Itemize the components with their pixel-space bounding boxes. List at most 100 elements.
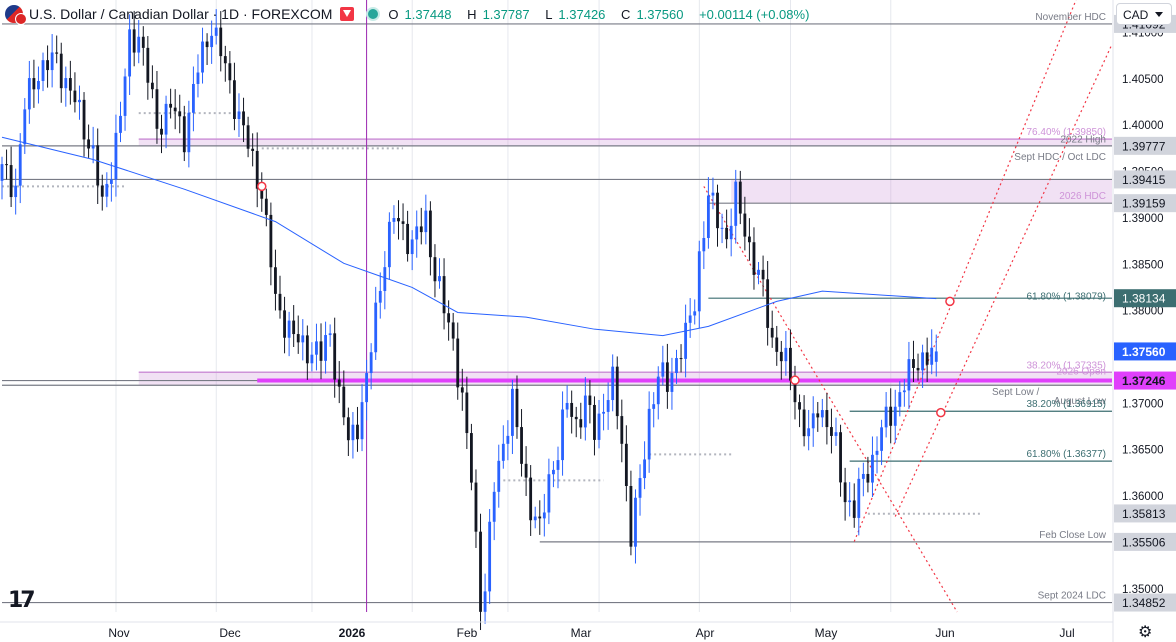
candle-body: [68, 78, 72, 91]
candle-body: [615, 366, 619, 417]
candle-body: [538, 516, 542, 519]
candle-body: [387, 221, 391, 268]
candle-body: [442, 276, 446, 314]
candle-body: [492, 491, 496, 522]
candle-body: [688, 315, 692, 323]
candle-down: [775, 325, 779, 366]
market-open-dot-icon: [366, 7, 381, 21]
candle-up: [41, 52, 45, 92]
candle-down: [342, 370, 346, 426]
candle-up: [643, 441, 647, 490]
candle-down: [356, 406, 359, 452]
candle-down: [624, 425, 628, 502]
tradingview-logo-icon[interactable]: 17: [8, 588, 36, 613]
ohlc-readout: O 1.37448 H 1.37787 L 1.37426 C 1.37560 +0.0…: [388, 7, 815, 22]
gear-icon[interactable]: ⚙: [1138, 624, 1153, 641]
candle-down: [100, 174, 104, 211]
candle-down: [82, 92, 86, 157]
candle-up: [315, 323, 318, 371]
candle-down: [716, 184, 719, 247]
candle-up: [415, 210, 419, 258]
high-label: H: [467, 6, 477, 22]
candle-body: [702, 237, 706, 252]
candle-body: [451, 322, 455, 339]
candle-up: [898, 381, 902, 417]
change-value: +0.00114 (+0.08%): [699, 6, 810, 22]
price-label-text: 1.34852: [1122, 596, 1166, 610]
candle-up: [501, 425, 505, 469]
price-tick-label: 1.37000: [1122, 398, 1164, 410]
time-tick-label: Jul: [1059, 626, 1074, 640]
candle-body: [497, 460, 501, 492]
candle-up: [328, 324, 332, 347]
currency-select[interactable]: CAD: [1116, 3, 1172, 25]
candle-body: [629, 486, 633, 547]
candle-up: [884, 392, 888, 438]
candle-body: [415, 226, 419, 240]
candle-up: [424, 194, 428, 245]
candle-body: [419, 226, 423, 233]
candle-down: [912, 340, 915, 383]
candle-body: [506, 435, 510, 444]
candle-body: [720, 227, 724, 229]
candle-body: [734, 181, 738, 226]
candle-down: [46, 45, 49, 88]
candle-body: [242, 111, 245, 126]
candle-body: [811, 413, 815, 429]
candle-down: [68, 60, 72, 105]
candle-body: [479, 531, 482, 612]
candle-up: [565, 385, 569, 418]
candle-down: [889, 388, 893, 444]
candle-body: [798, 402, 801, 410]
candle-body: [834, 432, 838, 436]
candle-up: [634, 489, 637, 564]
usd-cad-flag-icon: [5, 5, 27, 25]
candle-body: [278, 293, 282, 311]
candle-down: [419, 207, 423, 245]
candle-body: [305, 335, 309, 364]
candle-down: [515, 375, 519, 439]
candle-body: [729, 225, 733, 240]
candle-body: [766, 279, 770, 328]
candle-down: [169, 88, 173, 119]
candle-down: [852, 483, 856, 528]
candle-up: [114, 114, 118, 197]
candle-up: [105, 172, 109, 208]
candle-body: [96, 145, 100, 186]
price-label-box: [1114, 593, 1176, 612]
annotation-label: Sept Low /: [992, 387, 1039, 398]
symbol-title[interactable]: U.S. Dollar / Canadian Dollar · 1D · FOR…: [29, 6, 333, 22]
candle-down: [242, 97, 245, 143]
price-label-text: 1.39415: [1122, 173, 1166, 187]
candle-up: [214, 9, 218, 45]
annotation-label: Sept 2024 LDC: [1038, 591, 1106, 602]
candle-body: [875, 450, 879, 455]
candle-up: [606, 382, 610, 430]
candle-up: [647, 391, 651, 473]
candle-body: [898, 392, 902, 407]
candle-body: [87, 139, 91, 149]
candle-down: [146, 36, 150, 100]
shaded-zone: [731, 179, 1112, 204]
candle-body: [123, 76, 127, 116]
candle-down: [87, 124, 91, 158]
candle-body: [369, 352, 373, 374]
candle-body: [274, 267, 277, 294]
annotation-label: 2022 High: [1060, 135, 1106, 146]
candle-up: [410, 230, 414, 271]
candle-body: [0, 164, 4, 181]
candle-body: [137, 36, 141, 53]
candle-body: [820, 410, 824, 418]
close-label: C: [621, 6, 631, 22]
candle-body: [921, 352, 925, 371]
candle-body: [716, 192, 719, 229]
candle-up: [706, 177, 710, 249]
candle-up: [374, 286, 378, 360]
candle-body: [861, 473, 865, 479]
down-arrow-icon[interactable]: [340, 7, 355, 21]
candle-up: [602, 393, 605, 431]
low-value: 1.37426: [558, 6, 606, 22]
candle-body: [460, 387, 464, 393]
candle-body: [784, 347, 788, 362]
